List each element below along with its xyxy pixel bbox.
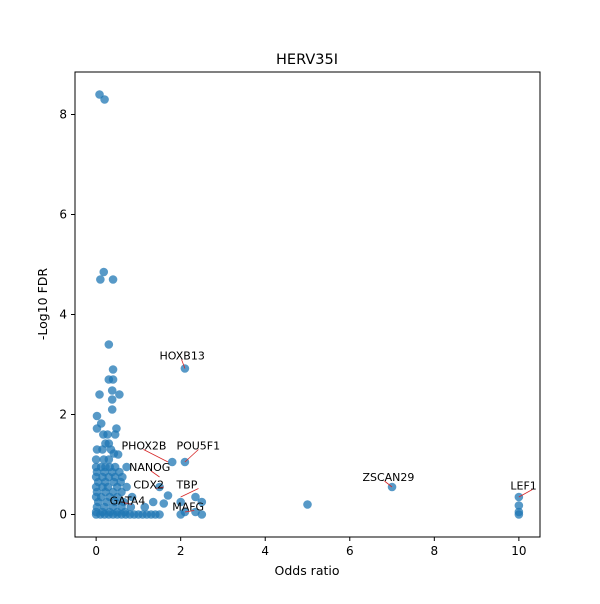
data-point	[107, 405, 117, 414]
x-tick-label: 8	[430, 544, 438, 558]
data-point	[95, 390, 104, 399]
data-point	[155, 482, 164, 492]
annotation-leader-line	[184, 510, 195, 513]
data-point	[107, 395, 117, 404]
data-point	[176, 510, 185, 519]
point-annotation: PHOX2B	[122, 440, 167, 453]
data-point	[108, 375, 118, 384]
annotation-leader-line	[143, 449, 169, 463]
x-tick-label: 4	[261, 544, 269, 558]
x-tick-label: 10	[511, 544, 526, 558]
point-annotation: TBP	[175, 479, 197, 492]
x-tick-label: 0	[92, 544, 100, 558]
data-point	[191, 492, 200, 502]
point-annotation: MAFG	[172, 501, 204, 514]
annotation-leader-line	[518, 489, 533, 498]
x-tick-label: 2	[177, 544, 185, 558]
data-point	[98, 445, 107, 454]
annotation-leader-line	[150, 470, 160, 478]
x-axis: 0 2 4 6 8 10	[92, 537, 527, 558]
data-point	[113, 450, 123, 459]
y-axis-label: -Log10 FDR	[35, 268, 50, 341]
annotation-lines	[121, 359, 533, 513]
data-point	[148, 497, 158, 507]
annotation-labels: HOXB13 PHOX2B POU5F1 NANOG CDX2 TBP GATA4 MAFG Z…	[110, 350, 537, 514]
data-point	[197, 497, 207, 507]
data-point	[108, 365, 118, 374]
y-axis: 0 2 4 6 8	[59, 108, 75, 522]
data-point	[163, 491, 173, 500]
y-tick-label: 4	[59, 308, 67, 322]
point-annotation: POU5F1	[176, 440, 220, 453]
annotation-leader-line	[384, 480, 393, 488]
data-point	[99, 267, 109, 277]
data-point	[110, 430, 120, 439]
data-point	[92, 424, 102, 433]
annotation-leader-line	[184, 449, 199, 463]
data-point	[115, 390, 124, 399]
y-tick-label: 6	[59, 208, 67, 222]
data-point	[176, 497, 185, 507]
data-point	[167, 457, 177, 467]
data-point	[92, 411, 102, 421]
y-tick-label: 8	[59, 108, 67, 122]
plot-frame	[74, 71, 541, 538]
data-point	[103, 430, 112, 439]
y-tick-label: 0	[59, 508, 67, 522]
data-point	[303, 500, 312, 509]
data-point	[122, 462, 131, 472]
data-point	[100, 95, 109, 104]
x-axis-label: Odds ratio	[274, 563, 339, 578]
data-point	[127, 492, 137, 502]
data-point	[140, 502, 150, 512]
point-annotation: CDX2	[133, 479, 164, 492]
annotation-leader-line	[155, 486, 164, 489]
data-point	[107, 386, 117, 395]
data-point	[104, 455, 114, 464]
data-point	[96, 275, 105, 284]
y-tick-label: 2	[59, 408, 67, 422]
data-point	[126, 502, 136, 512]
point-annotation: NANOG	[129, 461, 170, 474]
data-point	[514, 501, 524, 510]
data-point	[155, 510, 164, 519]
point-annotation: ZSCAN29	[362, 471, 414, 484]
data-point	[108, 275, 118, 284]
x-tick-label: 6	[346, 544, 354, 558]
chart-title: HERV35I	[276, 52, 338, 68]
data-point	[514, 510, 524, 519]
annotation-leader-line	[181, 359, 186, 369]
point-annotation: LEF1	[510, 480, 536, 493]
annotation-leader-line	[121, 501, 132, 505]
data-point	[197, 510, 207, 519]
point-annotation: HOXB13	[160, 350, 205, 363]
data-point	[159, 499, 169, 508]
point-annotation: GATA4	[110, 495, 146, 508]
data-point	[91, 455, 101, 464]
data-point	[104, 340, 114, 349]
data-points	[91, 90, 524, 519]
annotation-leader-line	[180, 488, 199, 498]
